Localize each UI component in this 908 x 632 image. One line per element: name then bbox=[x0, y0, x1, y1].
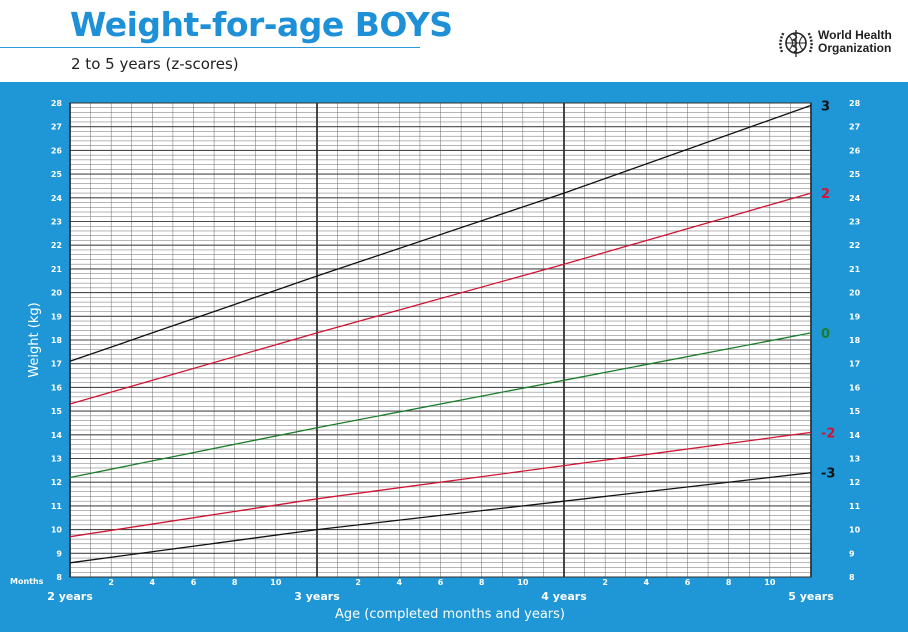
months-label: Months bbox=[10, 577, 44, 586]
plot-border bbox=[69, 102, 812, 578]
y-tick-label-right: 24 bbox=[849, 194, 861, 203]
y-tick-label-left: 25 bbox=[51, 170, 63, 179]
y-tick-label-right: 20 bbox=[849, 289, 861, 298]
z-score-line-neg3 bbox=[69, 472, 812, 564]
x-tick-label-month: 2 bbox=[602, 578, 608, 587]
z-score-line-neg2 bbox=[69, 431, 812, 538]
y-tick-label-right: 16 bbox=[849, 383, 861, 392]
y-tick-label-right: 26 bbox=[849, 146, 861, 155]
y-tick-label-right: 17 bbox=[849, 360, 860, 369]
y-tick-label-left: 12 bbox=[51, 478, 62, 487]
y-tick-label-right: 11 bbox=[849, 502, 861, 511]
y-tick-label-right: 18 bbox=[849, 336, 861, 345]
x-tick-label-month: 10 bbox=[517, 578, 529, 587]
y-tick-label-right: 22 bbox=[849, 241, 860, 250]
y-tick-label-right: 13 bbox=[849, 455, 860, 464]
y-tick-label-right: 12 bbox=[849, 478, 860, 487]
y-tick-label-right: 28 bbox=[849, 99, 861, 108]
y-axis-left-ticks: 8 9 10 11 12 13 14 15 16 17 18 19 20 21 22 23 24 25 26 27 28 bbox=[51, 99, 63, 582]
z-score-labels: 3 2 0 -2 -3 bbox=[821, 99, 835, 481]
x-tick-label-month: 10 bbox=[764, 578, 776, 587]
y-tick-label-left: 19 bbox=[51, 312, 63, 321]
y-tick-label-right: 19 bbox=[849, 312, 861, 321]
x-tick-label-year: 5 years bbox=[788, 590, 834, 603]
x-tick-label-month: 6 bbox=[438, 578, 444, 587]
z-score-label-neg3: -3 bbox=[821, 467, 835, 482]
z-score-label-0: 0 bbox=[821, 327, 830, 342]
z-score-label-2: 2 bbox=[821, 187, 830, 202]
y-tick-label-left: 24 bbox=[51, 194, 63, 203]
y-tick-label-left: 8 bbox=[56, 573, 62, 582]
who-emblem-icon bbox=[779, 30, 813, 57]
y-tick-label-left: 13 bbox=[51, 455, 62, 464]
y-tick-label-left: 28 bbox=[51, 99, 63, 108]
z-score-label-3: 3 bbox=[821, 99, 830, 114]
y-tick-label-left: 27 bbox=[51, 123, 62, 132]
y-tick-label-right: 25 bbox=[849, 170, 861, 179]
y-tick-label-right: 14 bbox=[849, 431, 861, 440]
organization-name-line1: World Health bbox=[818, 28, 892, 42]
x-tick-label-year: 3 years bbox=[294, 590, 340, 603]
y-tick-label-left: 18 bbox=[51, 336, 63, 345]
y-tick-label-left: 20 bbox=[51, 289, 63, 298]
y-tick-label-left: 21 bbox=[51, 265, 63, 274]
y-tick-label-right: 27 bbox=[849, 123, 860, 132]
y-tick-label-left: 26 bbox=[51, 146, 63, 155]
chart-title: Weight-for-age BOYS bbox=[70, 5, 453, 44]
x-tick-label-month: 4 bbox=[644, 578, 650, 587]
x-tick-label-month: 8 bbox=[479, 578, 485, 587]
y-axis-title: Weight (kg) bbox=[27, 302, 42, 377]
y-tick-label-left: 11 bbox=[51, 502, 63, 511]
z-score-line-2 bbox=[69, 192, 812, 405]
x-tick-label-month: 2 bbox=[108, 578, 114, 587]
chart-subtitle: 2 to 5 years (z-scores) bbox=[71, 55, 239, 73]
major-gridlines bbox=[69, 102, 812, 578]
x-tick-label-year: 4 years bbox=[541, 590, 587, 603]
x-axis-ticks: 2 4 6 8 10 2 4 6 8 10 2 4 6 8 10 2 years 3 years 4 years 5… bbox=[47, 578, 834, 603]
organization-name-line2: Organization bbox=[818, 41, 892, 55]
z-score-line-0 bbox=[69, 332, 812, 479]
x-tick-label-month: 4 bbox=[397, 578, 403, 587]
y-tick-label-right: 9 bbox=[849, 549, 855, 558]
y-tick-label-left: 17 bbox=[51, 360, 62, 369]
x-tick-label-month: 4 bbox=[150, 578, 156, 587]
x-tick-label-month: 10 bbox=[270, 578, 282, 587]
z-score-curves bbox=[69, 104, 812, 564]
y-tick-label-right: 21 bbox=[849, 265, 861, 274]
x-axis-title: Age (completed months and years) bbox=[335, 607, 565, 622]
z-score-label-neg2: -2 bbox=[821, 426, 835, 441]
y-axis-right-ticks: 8 9 10 11 12 13 14 15 16 17 18 19 20 21 22 23 24 25 26 27 28 bbox=[849, 99, 861, 582]
x-tick-label-month: 6 bbox=[685, 578, 691, 587]
organization-name: World Health Organization bbox=[818, 29, 892, 55]
y-tick-label-right: 23 bbox=[849, 218, 860, 227]
y-tick-label-left: 22 bbox=[51, 241, 62, 250]
y-tick-label-right: 10 bbox=[849, 526, 861, 535]
y-tick-label-left: 9 bbox=[56, 549, 62, 558]
y-tick-label-left: 23 bbox=[51, 218, 62, 227]
y-tick-label-right: 15 bbox=[849, 407, 861, 416]
x-tick-label-month: 6 bbox=[191, 578, 197, 587]
title-underline bbox=[0, 47, 420, 48]
y-tick-label-right: 8 bbox=[849, 573, 855, 582]
x-tick-label-month: 2 bbox=[355, 578, 361, 587]
x-tick-label-year: 2 years bbox=[47, 590, 93, 603]
x-tick-label-month: 8 bbox=[232, 578, 238, 587]
weight-for-age-chart: 320-2-3 89101112131415161718192021222324… bbox=[0, 82, 908, 632]
y-tick-label-left: 14 bbox=[51, 431, 63, 440]
y-tick-label-left: 15 bbox=[51, 407, 63, 416]
x-tick-label-month: 8 bbox=[726, 578, 732, 587]
z-score-line-3 bbox=[69, 104, 812, 362]
y-tick-label-left: 10 bbox=[51, 526, 63, 535]
y-tick-label-left: 16 bbox=[51, 383, 63, 392]
